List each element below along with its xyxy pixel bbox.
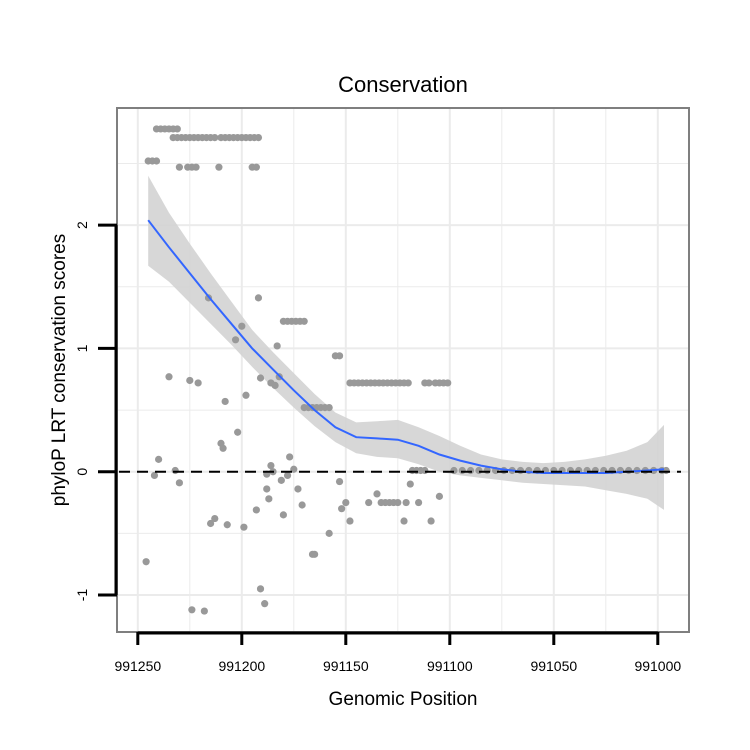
data-point xyxy=(238,322,246,330)
data-point xyxy=(240,523,248,531)
data-point xyxy=(211,514,219,523)
data-point xyxy=(308,550,317,558)
data-point xyxy=(335,352,344,360)
data-point xyxy=(458,466,466,475)
data-point xyxy=(342,498,350,507)
data-point xyxy=(277,476,285,484)
data-point xyxy=(279,511,287,519)
x-axis: 991250 991200 991150 991100 991050 991000 xyxy=(114,631,681,674)
data-point xyxy=(415,498,423,507)
data-point xyxy=(300,317,308,325)
data-point xyxy=(421,466,429,475)
x-tick-label: 991150 xyxy=(323,658,369,674)
data-point xyxy=(200,607,208,615)
data-point xyxy=(265,495,273,503)
y-tick-label: 2 xyxy=(74,221,90,229)
data-point xyxy=(346,517,354,525)
x-tick-label: 991050 xyxy=(530,658,577,674)
data-point xyxy=(404,379,412,387)
data-point xyxy=(335,477,344,486)
y-axis: -1 0 1 2 xyxy=(74,221,118,602)
data-point xyxy=(256,585,265,593)
data-point xyxy=(188,606,196,614)
data-point xyxy=(338,505,346,513)
data-point xyxy=(286,453,294,461)
data-point xyxy=(175,163,183,171)
data-point xyxy=(221,397,229,406)
data-point xyxy=(173,125,181,133)
data-point xyxy=(662,466,670,475)
data-point xyxy=(219,444,227,452)
data-point xyxy=(450,466,458,475)
data-point xyxy=(283,471,292,480)
data-point xyxy=(211,133,219,142)
data-point xyxy=(261,600,269,608)
data-point xyxy=(467,466,475,475)
data-point xyxy=(435,492,443,500)
chart-title: Conservation xyxy=(338,72,468,97)
data-point xyxy=(400,517,408,525)
data-point xyxy=(254,133,263,142)
data-point xyxy=(263,485,271,493)
data-point xyxy=(273,342,281,350)
x-tick-label: 991200 xyxy=(218,658,265,674)
y-tick-label: 0 xyxy=(74,468,90,476)
data-point xyxy=(427,517,435,525)
data-point xyxy=(215,163,223,171)
data-point xyxy=(425,379,433,387)
data-point xyxy=(207,519,215,528)
x-tick-label: 991250 xyxy=(114,658,161,674)
data-point xyxy=(175,479,183,487)
y-axis-label: phyloP LRT conservation scores xyxy=(49,234,70,507)
grid xyxy=(117,108,689,632)
data-point xyxy=(254,294,263,302)
data-point xyxy=(165,373,173,381)
data-point xyxy=(231,336,240,344)
data-point xyxy=(267,461,275,470)
data-point xyxy=(373,490,381,498)
data-point xyxy=(294,485,302,493)
smooth-line xyxy=(147,219,665,474)
y-tick-label: -1 xyxy=(74,589,90,602)
data-point xyxy=(256,374,265,382)
data-point xyxy=(298,501,306,509)
data-point xyxy=(444,379,452,387)
data-point xyxy=(171,466,179,475)
data-point xyxy=(402,498,410,507)
x-tick-label: 991100 xyxy=(427,658,473,674)
data-point xyxy=(194,379,202,387)
x-tick-label: 991000 xyxy=(634,658,681,674)
data-point xyxy=(150,471,159,480)
data-point xyxy=(186,376,194,385)
data-point xyxy=(271,381,279,390)
data-point xyxy=(394,498,402,507)
data-point xyxy=(252,163,260,171)
data-point xyxy=(155,455,163,463)
y-tick-label: 1 xyxy=(74,344,90,352)
data-point xyxy=(223,521,231,529)
data-point xyxy=(192,163,200,171)
smooth-line-group xyxy=(147,219,665,474)
data-point xyxy=(365,498,373,507)
data-point xyxy=(142,558,150,566)
data-point xyxy=(234,428,242,436)
data-point xyxy=(242,391,250,399)
data-point xyxy=(325,529,333,537)
x-axis-label: Genomic Position xyxy=(329,689,478,710)
data-point xyxy=(325,404,333,412)
data-point xyxy=(406,480,414,488)
data-point xyxy=(252,506,260,514)
data-point xyxy=(475,466,483,475)
data-point xyxy=(152,157,161,165)
plot-panel xyxy=(117,108,689,632)
scatter-points xyxy=(142,125,670,615)
